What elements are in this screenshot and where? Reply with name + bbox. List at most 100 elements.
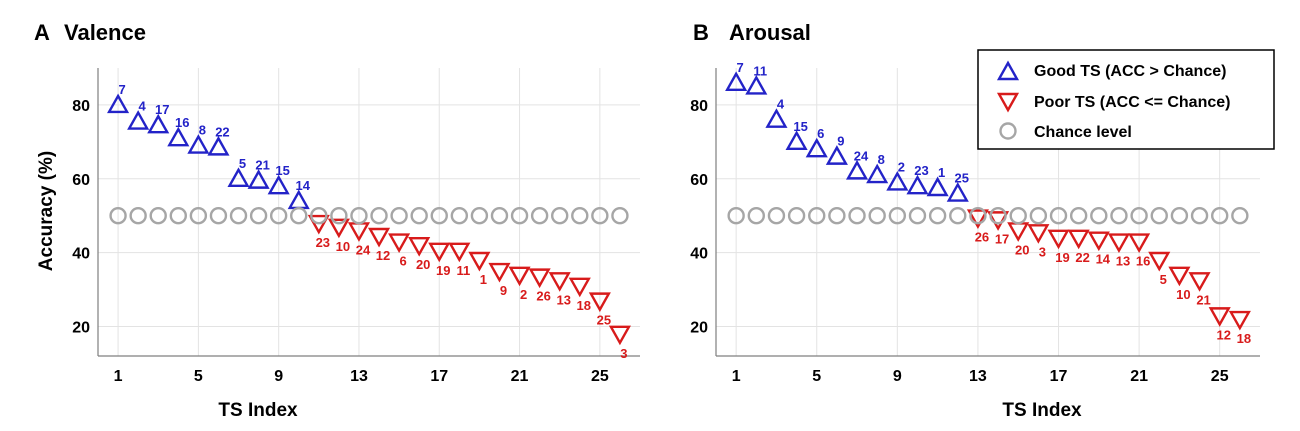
panel-b-chance-point [1069, 206, 1088, 225]
panel-b-chance-point [767, 206, 786, 225]
panel-a-chance-point [370, 206, 388, 225]
panel-b-good-data-label: 1 [938, 165, 945, 180]
panel-a-poor-data-label: 13 [556, 292, 570, 307]
panel-a-poor-data-label: 3 [620, 346, 627, 361]
panel-b-poor-data-label: 5 [1160, 272, 1167, 287]
panel-a-poor-data-label: 10 [336, 239, 350, 254]
panel-b-letter: B [693, 20, 709, 45]
legend-poor-marker-icon [996, 92, 1020, 113]
panel-a-good-data-label: 21 [255, 158, 269, 173]
panel-a-ytick-label: 20 [72, 319, 90, 336]
panel-a-chance-point [229, 206, 248, 225]
panel-b-good-point [745, 75, 768, 95]
panel-b-good-data-label: 11 [753, 63, 767, 78]
panel-b-good-data-label: 24 [854, 148, 869, 163]
panel-a-chance-point [591, 206, 609, 225]
panel-a-ytick-label: 40 [72, 246, 90, 263]
panel-a-ylabel: Accuracy (%) [36, 151, 57, 271]
panel-b-ytick-label: 40 [690, 246, 708, 263]
panel-b-good-point [785, 130, 808, 151]
panel-b-poor-data-label: 18 [1237, 331, 1251, 346]
panel-a-poor-point [408, 237, 431, 257]
panel-a-good-data-label: 7 [118, 82, 125, 97]
panel-a-ytick-label: 80 [72, 98, 90, 115]
panel-a-poor-data-label: 20 [416, 257, 430, 272]
panel-a-good-point [187, 134, 210, 154]
panel-a-chance-point [470, 206, 489, 225]
panel-b-xtick-label: 25 [1211, 368, 1229, 385]
legend: Good TS (ACC > Chance) Poor TS (ACC <= C… [977, 49, 1275, 150]
panel-b-ytick-label: 20 [690, 319, 708, 336]
panel-a-xtick-label: 5 [194, 368, 203, 385]
panel-a-good-point [247, 169, 270, 189]
panel-a-poor-point [307, 214, 330, 235]
panel-a-chance-point [611, 206, 629, 225]
panel-b-chance-point [1150, 206, 1168, 225]
panel-a-poor-data-label: 18 [577, 298, 591, 313]
panel-b-poor-point [1107, 233, 1131, 253]
panel-a-good-data-label: 14 [296, 178, 311, 193]
panel-b-good-point [845, 159, 869, 180]
panel-a-xtick-label: 13 [350, 368, 368, 385]
panel-b-poor-data-label: 21 [1196, 292, 1210, 307]
panel-a-poor-point [428, 242, 451, 263]
panel-b-chance-point [1029, 206, 1048, 225]
panel-a-chance-point [109, 206, 127, 225]
panel-a-poor-point [388, 233, 411, 253]
panel-b-poor-point [966, 209, 989, 229]
panel-b-poor-point [1148, 251, 1171, 272]
panel-a-chance-point [149, 206, 167, 225]
panel-b-xtick-label: 5 [812, 368, 821, 385]
panel-b-xtick-label: 17 [1050, 368, 1068, 385]
panel-b-good-point [765, 108, 788, 128]
legend-chance-label: Chance level [1034, 124, 1132, 141]
panel-b-xtick-label: 21 [1130, 368, 1148, 385]
panel-b-chance-point [949, 206, 967, 225]
panel-a-chance-point [510, 206, 529, 225]
panel-a-poor-data-label: 12 [376, 248, 390, 263]
panel-b-chance-point [727, 206, 745, 225]
panel-b-poor-point [1168, 266, 1191, 287]
panel-a-xtick-label: 17 [430, 368, 448, 385]
legend-poor-label: Poor TS (ACC <= Chance) [1034, 94, 1230, 111]
panel-a-chance-point [350, 206, 368, 225]
panel-b-chance-point [908, 206, 927, 225]
legend-good-marker-icon [996, 60, 1020, 81]
panel-a-ytick-label: 60 [72, 172, 90, 189]
panel-a-xtick-label: 9 [274, 368, 283, 385]
panel-a-poor-data-label: 11 [456, 263, 470, 278]
panel-b-poor-point [1188, 272, 1211, 292]
panel-b-chance-point [787, 206, 806, 225]
panel-a-chance-point [189, 206, 208, 225]
panel-b-ytick-label: 60 [690, 172, 708, 189]
panel-b-xtick-label: 13 [969, 368, 987, 385]
panel-b-poor-point [1228, 310, 1251, 331]
panel-b-poor-point [1067, 229, 1090, 250]
panel-b-good-data-label: 6 [817, 126, 824, 141]
panel-a-good-point [127, 110, 150, 130]
panel-b-chance-point [969, 206, 987, 225]
panel-b-poor-data-label: 22 [1075, 250, 1089, 265]
panel-b-chance-point [808, 206, 826, 225]
panel-a-xtick-label: 25 [591, 368, 609, 385]
panel-b-poor-data-label: 16 [1136, 254, 1150, 269]
panel-b-good-data-label: 7 [737, 60, 744, 75]
panel-a-chance-point [430, 206, 448, 225]
panel-a-poor-point [488, 262, 511, 283]
panel-a-poor-point [588, 292, 611, 313]
panel-a-poor-data-label: 2 [520, 287, 527, 302]
panel-b-chance-point [1049, 206, 1068, 225]
panel-b-poor-point [1027, 224, 1050, 244]
panel-a-chance-point [530, 206, 549, 225]
panel-a-chance-point [209, 206, 228, 225]
panel-b-poor-point [1047, 229, 1070, 250]
panel-b-poor-point [1007, 222, 1030, 242]
panel-b-chance-point [1231, 206, 1249, 225]
panel-b-good-data-label: 4 [777, 97, 785, 112]
panel-a-chance-point [410, 206, 428, 225]
panel-b-ytick-label: 80 [690, 98, 708, 115]
panel-a-good-data-label: 15 [275, 163, 289, 178]
panel-b-xtick-label: 9 [893, 368, 902, 385]
panel-a-poor-point [367, 227, 391, 248]
